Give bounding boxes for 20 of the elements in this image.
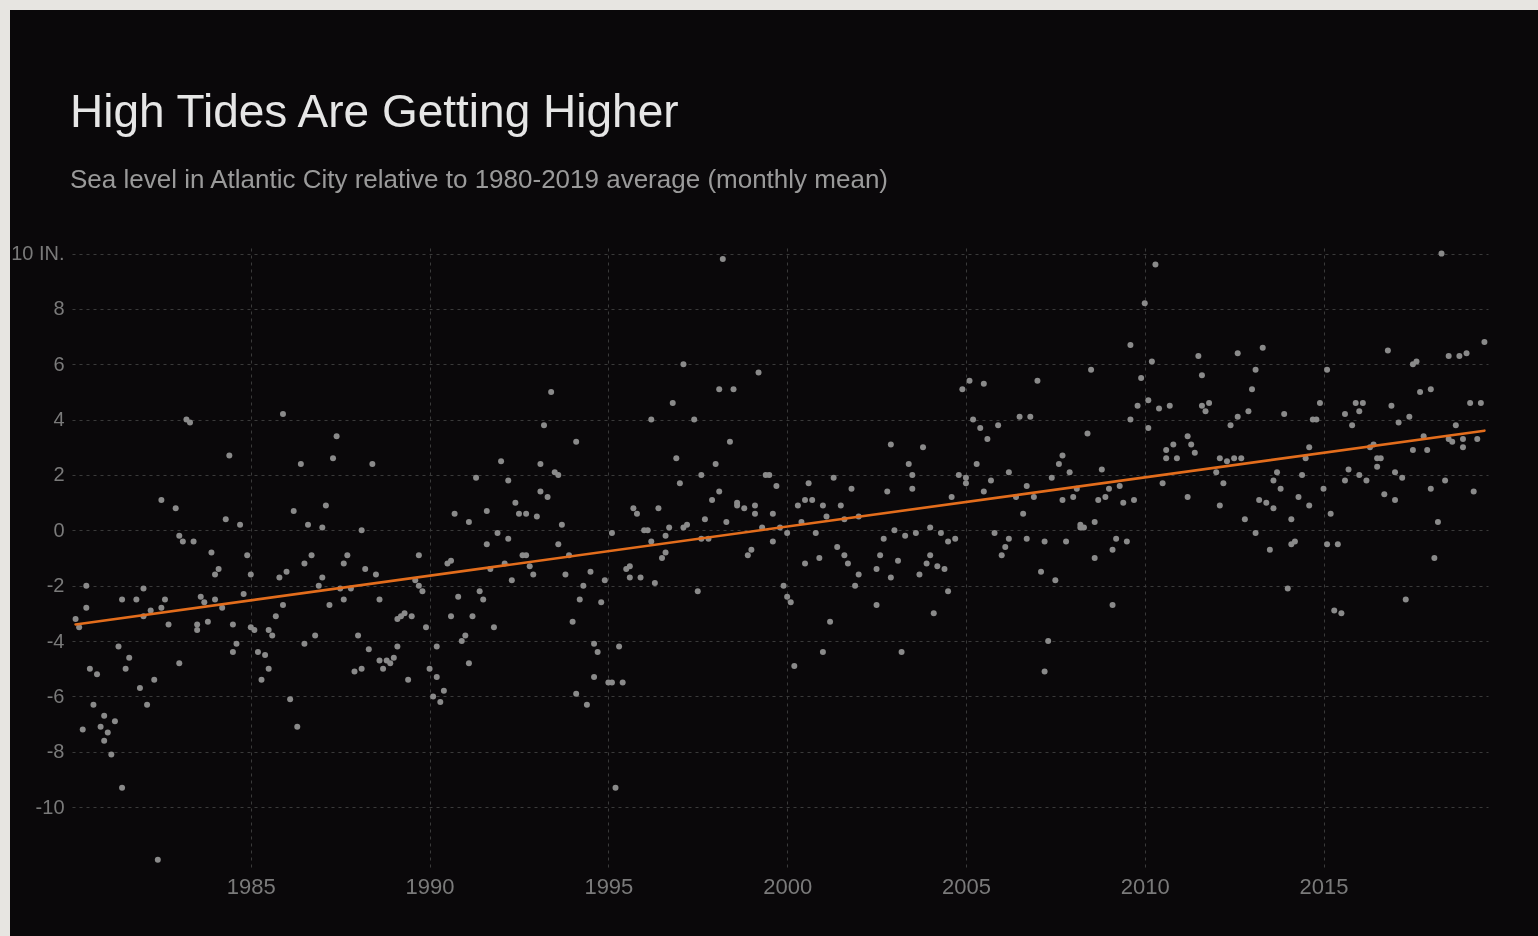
- y-tick-label: -4: [46, 629, 65, 652]
- y-tick-label: -2: [46, 574, 65, 597]
- y-tick-label: 6: [53, 352, 65, 375]
- y-tick-label: 10 IN.: [11, 242, 65, 265]
- chart-subtitle: Sea level in Atlantic City relative to 1980-2019 average (monthly mean): [70, 163, 888, 194]
- y-tick-label: 8: [53, 297, 65, 320]
- chart-title: High Tides Are Getting Higher: [70, 84, 679, 137]
- y-tick-label: 0: [53, 518, 65, 541]
- x-tick-label: 2015: [1299, 873, 1349, 899]
- y-tick-label: 2: [53, 463, 65, 486]
- x-tick-label: 2010: [1120, 873, 1170, 899]
- y-tick-label: -8: [46, 740, 65, 763]
- y-tick-label: 4: [53, 408, 65, 431]
- y-tick-label: -6: [46, 684, 65, 707]
- x-tick-label: 1990: [405, 873, 455, 899]
- y-tick-label: -10: [35, 795, 65, 818]
- x-tick-label: 1995: [584, 873, 634, 899]
- x-tick-label: 1985: [226, 873, 276, 899]
- x-tick-label: 2005: [941, 873, 991, 899]
- x-tick-label: 2000: [763, 873, 813, 899]
